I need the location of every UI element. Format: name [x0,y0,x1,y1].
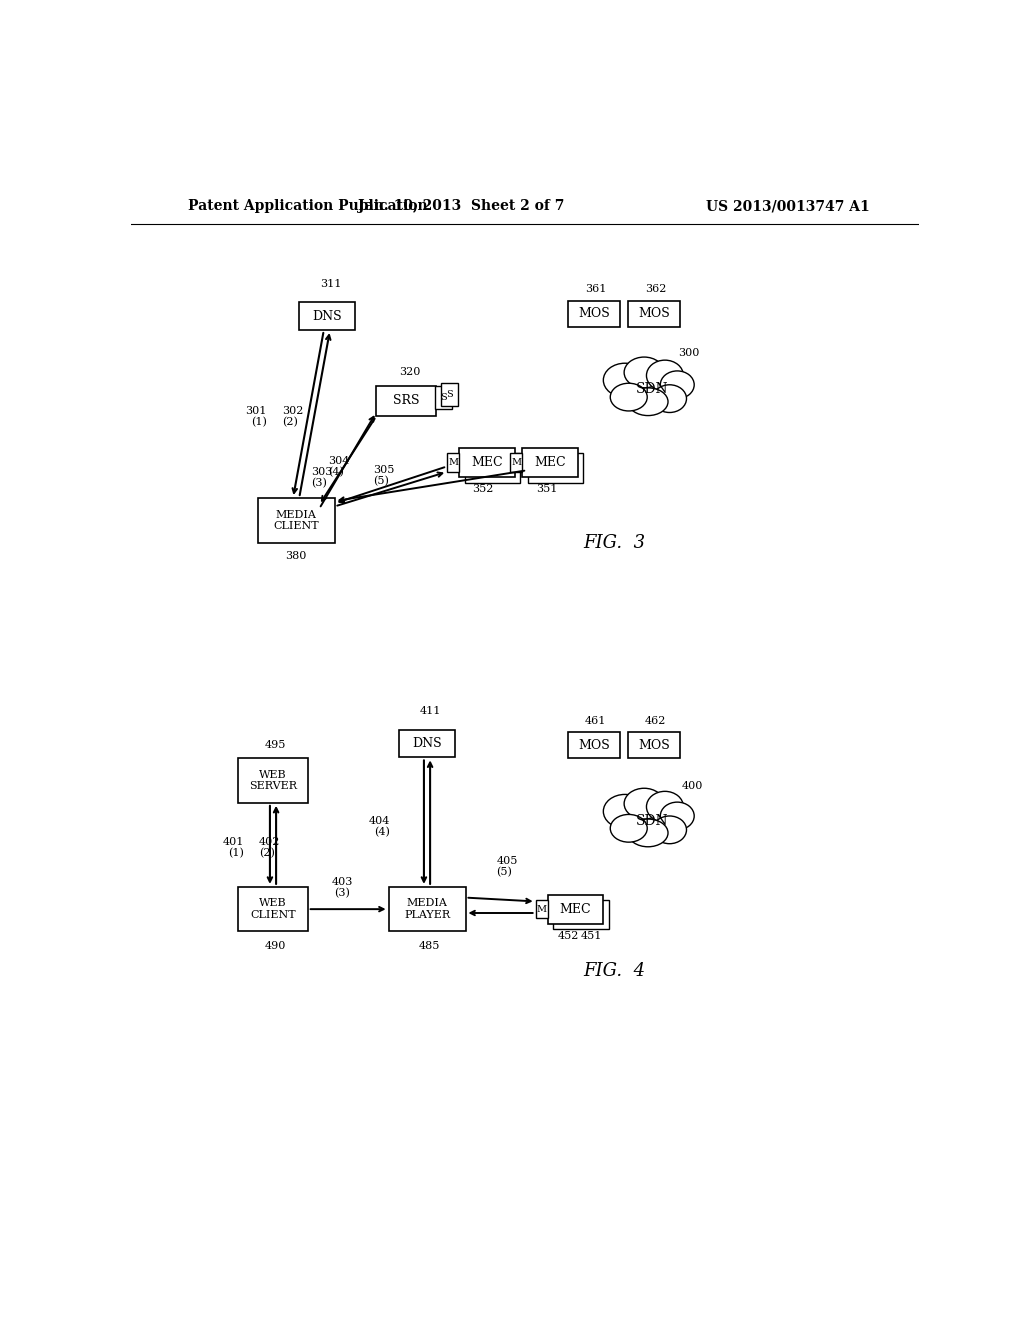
Text: 303
(3): 303 (3) [311,467,333,488]
Text: MEDIA
CLIENT: MEDIA CLIENT [273,510,318,531]
Bar [522,447,578,478]
Text: FIG.  3: FIG. 3 [583,535,645,552]
Text: WEB
SERVER: WEB SERVER [249,770,297,792]
Ellipse shape [625,356,665,388]
Text: Jan. 10, 2013  Sheet 2 of 7: Jan. 10, 2013 Sheet 2 of 7 [358,199,565,213]
Text: SRS: SRS [393,395,420,408]
Text: 401
(1): 401 (1) [222,837,244,858]
Text: US 2013/0013747 A1: US 2013/0013747 A1 [706,199,869,213]
Text: 361: 361 [585,284,606,294]
Text: S: S [439,393,446,403]
Text: M: M [449,458,459,467]
Ellipse shape [646,792,683,822]
Text: 300: 300 [678,348,699,358]
Bar [510,453,522,471]
Text: 362: 362 [645,284,667,294]
Text: MOS: MOS [638,739,670,751]
Text: DNS: DNS [413,737,441,750]
Text: 402
(2): 402 (2) [259,837,281,858]
Ellipse shape [660,803,694,830]
Text: 490: 490 [264,941,286,952]
Text: 351: 351 [536,484,557,495]
Bar [460,447,515,478]
Text: MOS: MOS [579,739,610,751]
Text: 404
(4): 404 (4) [369,816,390,837]
Bar [447,453,460,471]
Text: 380: 380 [286,550,307,561]
Text: MOS: MOS [579,308,610,321]
Text: S: S [446,391,453,399]
Bar [435,387,452,409]
Bar [548,895,603,924]
Text: 462: 462 [645,715,667,726]
Text: M: M [511,458,521,467]
Ellipse shape [603,795,646,829]
Text: 411: 411 [420,706,441,717]
Text: MEDIA
PLAYER: MEDIA PLAYER [403,899,451,920]
Text: 452: 452 [557,931,579,941]
Ellipse shape [660,371,694,399]
Text: FIG.  4: FIG. 4 [583,962,645,979]
Text: 495: 495 [264,741,286,750]
Bar [553,900,608,929]
Bar [441,383,458,407]
Text: 352: 352 [472,484,494,495]
Text: SDN: SDN [636,383,669,396]
Bar [528,453,584,483]
Bar [376,385,436,416]
Bar [536,900,548,919]
Text: SDN: SDN [636,813,669,828]
Ellipse shape [603,363,646,397]
Text: 305
(5): 305 (5) [373,465,394,486]
Ellipse shape [652,385,686,413]
Bar [568,733,621,758]
Bar [388,887,466,932]
Text: DNS: DNS [312,310,342,323]
Text: 302
(2): 302 (2) [283,405,304,426]
Text: 403
(3): 403 (3) [332,876,353,898]
Bar [239,758,307,803]
Text: WEB
CLIENT: WEB CLIENT [250,899,296,920]
Text: MEC: MEC [535,455,566,469]
Text: 451: 451 [581,931,602,941]
Ellipse shape [628,388,668,416]
Bar [628,733,680,758]
Ellipse shape [625,788,665,818]
Bar [299,302,354,330]
Bar [239,887,307,932]
Text: Patent Application Publication: Patent Application Publication [188,199,428,213]
Text: 485: 485 [419,941,440,952]
Ellipse shape [646,360,683,391]
Bar [399,730,455,758]
Text: 301
(1): 301 (1) [246,405,267,426]
Ellipse shape [628,818,668,847]
Text: 311: 311 [321,279,341,289]
Text: MOS: MOS [638,308,670,321]
Bar [628,301,680,327]
Text: MEC: MEC [560,903,592,916]
Ellipse shape [610,814,647,842]
Text: M: M [537,904,547,913]
Text: MEC: MEC [471,455,503,469]
Ellipse shape [652,816,686,843]
Ellipse shape [610,383,647,411]
Text: 320: 320 [399,367,421,376]
Bar [465,453,520,483]
Bar [258,498,335,543]
Bar [568,301,621,327]
Text: 405
(5): 405 (5) [497,857,518,878]
Text: 304
(4): 304 (4) [329,455,350,477]
Text: 461: 461 [585,715,606,726]
Text: 400: 400 [682,781,703,791]
